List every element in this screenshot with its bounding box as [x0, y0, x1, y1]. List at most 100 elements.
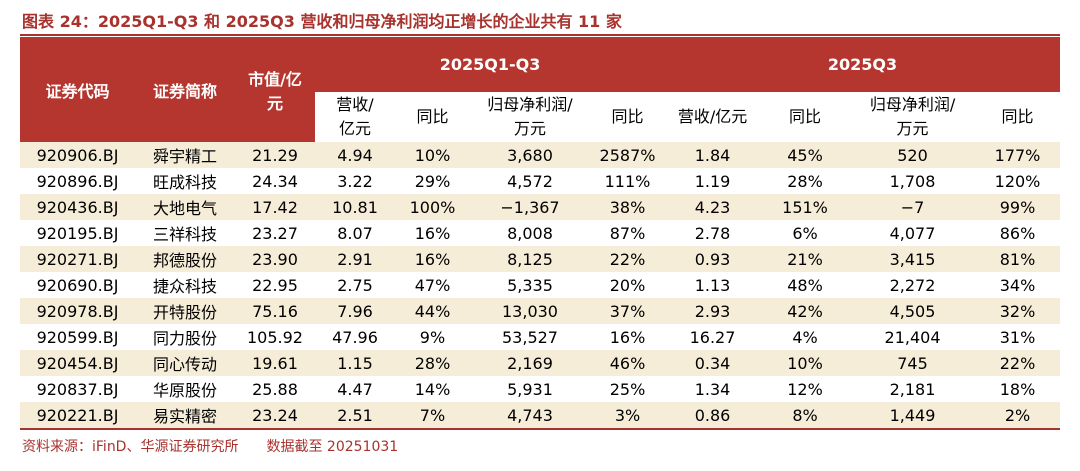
subheader-cell: 同比	[416, 107, 449, 126]
table-cell: 16.27	[689, 327, 736, 347]
table-cell: 1.15	[315, 350, 395, 376]
table-cell: 25.88	[252, 379, 298, 399]
table-cell: 华原股份	[152, 381, 217, 400]
table-row: 920221.BJ 易实精密 23.24 2.51 7% 4,743 3% 0.86 8% 1,4…	[20, 402, 1061, 430]
table-cell: 920896.BJ	[36, 171, 119, 191]
table-cell: 29%	[414, 171, 451, 191]
table-cell: 22%	[975, 350, 1061, 376]
header-cell: 2025Q3	[665, 37, 1061, 92]
header-row: 证券代码 证券简称 市值/亿元 2025Q1-Q3 2025Q3	[20, 37, 1061, 142]
table-cell: 1.84	[665, 142, 761, 168]
table-cell: 46%	[590, 350, 666, 376]
table-cell: 1.19	[694, 171, 731, 191]
table-cell: 38%	[590, 194, 666, 220]
table-cell: 13,030	[470, 298, 590, 324]
table-cell: 48%	[787, 275, 823, 295]
subheader-cell: 同比	[789, 107, 822, 126]
table-cell: 16%	[609, 327, 646, 347]
date-note: 数据截至 20251031	[266, 439, 399, 455]
table-row: 920195.BJ 三祥科技 23.27 8.07 16% 8,008 87% 2.78 6% 4…	[20, 220, 1060, 246]
table-row: 920896.BJ 旺成科技 24.34 3.22 29% 4,572 111% 1.19 28…	[20, 168, 1060, 194]
table-cell: 177%	[975, 142, 1061, 168]
table-cell: 2.75	[337, 275, 373, 295]
table-cell: 7.96	[315, 298, 395, 324]
table-cell: 24.34	[252, 171, 298, 191]
table-cell: 7%	[395, 402, 470, 430]
table-cell: 开特股份	[135, 298, 235, 324]
source-note: 资料来源：iFinD、华源证券研究所	[22, 439, 239, 455]
table-cell: 10%	[395, 142, 470, 168]
header-cell: 证券代码	[20, 37, 135, 142]
table-cell: 4.94	[315, 142, 395, 168]
table-cell: 31%	[999, 327, 1036, 347]
table-cell: 17.42	[235, 194, 315, 220]
table-cell: 2%	[975, 402, 1061, 430]
table-cell: 8.07	[337, 223, 373, 243]
table-cell: 520	[850, 142, 976, 168]
table-cell: 捷众科技	[152, 277, 217, 296]
table-cell: 920837.BJ	[36, 379, 119, 399]
table-cell: 16%	[395, 246, 470, 272]
table-cell: 12%	[787, 379, 823, 399]
table-cell: 8,125	[470, 246, 590, 272]
table-cell: 4,505	[850, 298, 976, 324]
table-cell: 151%	[760, 194, 851, 220]
table-cell: 同心传动	[135, 350, 235, 376]
table-cell: 105.92	[247, 327, 303, 347]
table-cell: 28%	[395, 350, 470, 376]
table-cell: 5,931	[507, 379, 553, 399]
table-cell: 4.23	[665, 194, 761, 220]
table-cell: 0.93	[665, 246, 761, 272]
table-cell: 22.95	[252, 275, 298, 295]
header-cell: 2025Q1-Q3	[315, 37, 666, 92]
table-cell: 3,415	[850, 246, 976, 272]
table-cell: 20%	[609, 275, 646, 295]
table-cell: 34%	[999, 275, 1036, 295]
table-body: 920906.BJ 舜宇精工 21.29 4.94 10% 3,680 2587% 1.84 4…	[20, 142, 1061, 430]
table-cell: 1,708	[889, 171, 936, 191]
table-cell: 32%	[975, 298, 1061, 324]
table-cell: 10%	[760, 350, 851, 376]
subheader-cell: 归母净利润/万元	[470, 92, 590, 142]
header-text: 营收/亿元	[336, 95, 374, 138]
table-row: 920599.BJ 同力股份 105.92 47.96 9% 53,527 16% 16.27…	[20, 324, 1060, 350]
table-cell: 42%	[760, 298, 851, 324]
table-cell: 16%	[414, 223, 451, 243]
table-row: 920837.BJ 华原股份 25.88 4.47 14% 5,931 25% 1.34 12%…	[20, 376, 1060, 402]
table-cell: 0.34	[665, 350, 761, 376]
header-text: 市值/亿元	[248, 69, 302, 113]
table-cell: 2.51	[315, 402, 395, 430]
table-row: 920906.BJ 舜宇精工 21.29 4.94 10% 3,680 2587% 1.84 4…	[20, 142, 1061, 168]
subheader-cell: 营收/亿元	[677, 107, 748, 126]
table-cell: 2.78	[694, 223, 731, 243]
table-cell: 28%	[787, 171, 823, 191]
table-cell: 99%	[975, 194, 1061, 220]
table-cell: 920436.BJ	[20, 194, 135, 220]
table-cell: 1.13	[694, 275, 731, 295]
table-row: 920271.BJ 邦德股份 23.90 2.91 16% 8,125 22% 0.93 21%…	[20, 246, 1061, 272]
table-cell: 大地电气	[135, 194, 235, 220]
table-cell: 19.61	[235, 350, 315, 376]
table-cell: 4,743	[470, 402, 590, 430]
table-row: 920978.BJ 开特股份 75.16 7.96 44% 13,030 37% 2.93 42…	[20, 298, 1061, 324]
table-cell: 同力股份	[152, 329, 217, 348]
table-cell: 4,077	[889, 223, 936, 243]
table-cell: 45%	[760, 142, 851, 168]
footer: 资料来源：iFinD、华源证券研究所 数据截至 20251031	[22, 436, 398, 456]
table-cell: −1,367	[470, 194, 590, 220]
table-cell: 6%	[792, 223, 818, 243]
table-cell: −7	[850, 194, 976, 220]
header-text: 归母净利润/万元	[487, 95, 573, 138]
table-cell: 21%	[760, 246, 851, 272]
table-cell: 100%	[395, 194, 470, 220]
table-cell: 920221.BJ	[20, 402, 135, 430]
subheader-cell: 营收/亿元	[315, 92, 395, 142]
table-cell: 120%	[994, 171, 1041, 191]
table-cell: 4.47	[337, 379, 373, 399]
table-cell: 920906.BJ	[20, 142, 135, 168]
table-row: 920690.BJ 捷众科技 22.95 2.75 47% 5,335 20% 1.13 48%…	[20, 272, 1060, 298]
table-cell: 5,335	[507, 275, 553, 295]
table-cell: 8,008	[507, 223, 553, 243]
title: 图表 24：2025Q1-Q3 和 2025Q3 营收和归母净利润均正增长的企业…	[22, 12, 622, 31]
